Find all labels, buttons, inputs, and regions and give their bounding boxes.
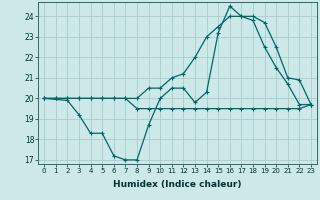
X-axis label: Humidex (Indice chaleur): Humidex (Indice chaleur) [113,180,242,189]
